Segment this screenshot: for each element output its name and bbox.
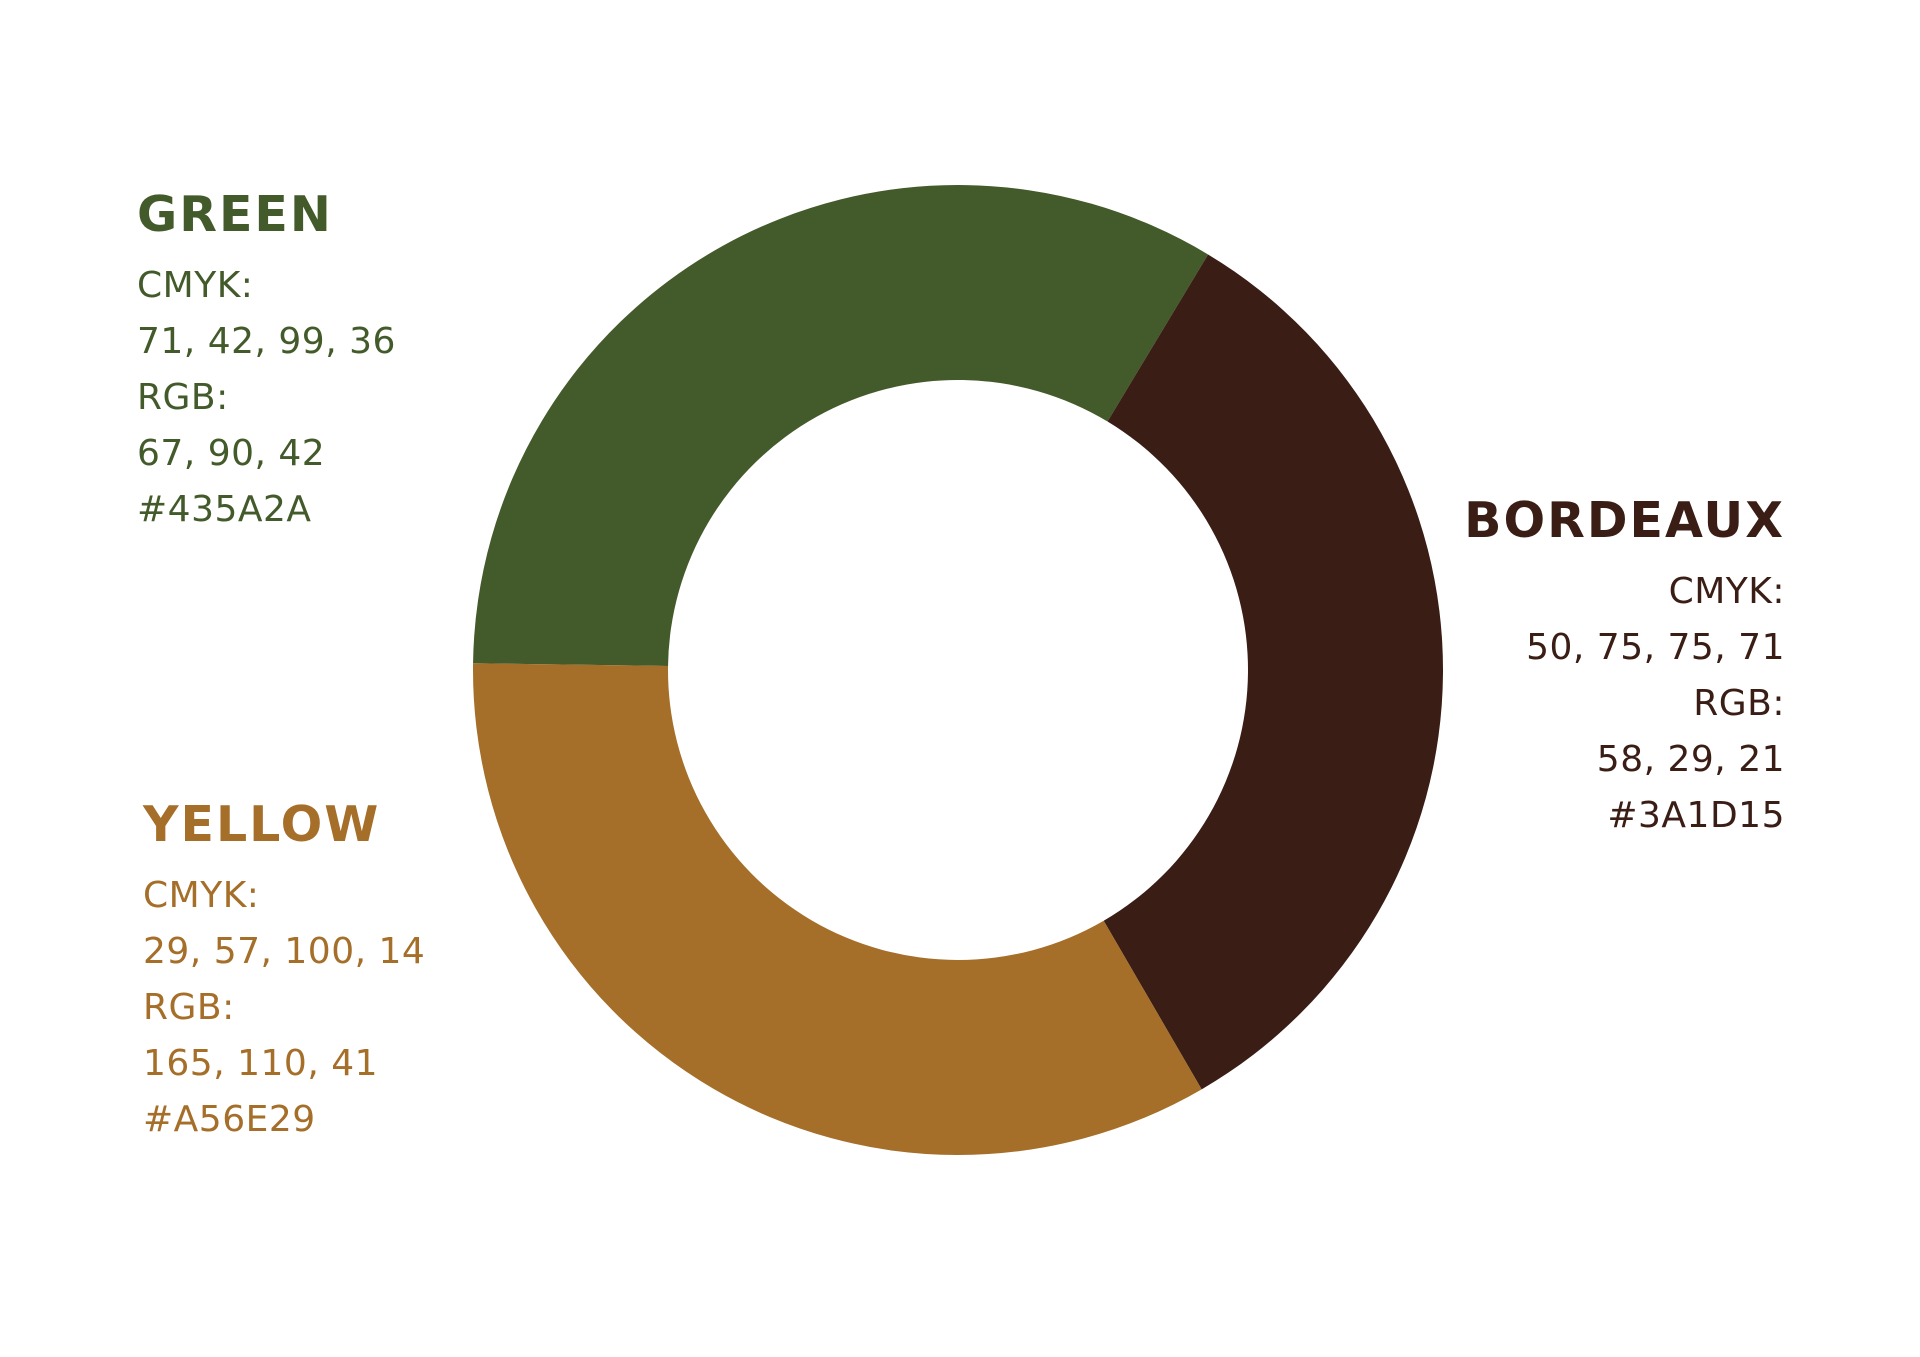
donut-segment-bordeaux xyxy=(1103,254,1443,1090)
cmyk-label: CMYK: xyxy=(143,875,260,916)
swatch-green: GREEN CMYK: 71, 42, 99, 36 RGB: 67, 90, … xyxy=(137,190,396,538)
cmyk-value: 29, 57, 100, 14 xyxy=(143,931,426,972)
rgb-value: 58, 29, 21 xyxy=(1596,739,1785,780)
swatch-name: BORDEAUX xyxy=(1464,492,1785,549)
swatch-name: GREEN xyxy=(137,186,333,243)
swatch-bordeaux: BORDEAUX CMYK: 50, 75, 75, 71 RGB: 58, 2… xyxy=(1464,496,1785,844)
rgb-label: RGB: xyxy=(137,377,229,418)
donut-segment-yellow xyxy=(473,663,1202,1156)
rgb-value: 67, 90, 42 xyxy=(137,433,326,474)
rgb-label: RGB: xyxy=(1693,683,1785,724)
hex-value: #A56E29 xyxy=(143,1099,316,1140)
swatch-yellow: YELLOW CMYK: 29, 57, 100, 14 RGB: 165, 1… xyxy=(143,800,425,1148)
swatch-name: YELLOW xyxy=(143,796,381,853)
rgb-value: 165, 110, 41 xyxy=(143,1043,379,1084)
hex-value: #435A2A xyxy=(137,489,312,530)
rgb-label: RGB: xyxy=(143,987,235,1028)
hex-value: #3A1D15 xyxy=(1607,795,1785,836)
cmyk-value: 50, 75, 75, 71 xyxy=(1526,627,1785,668)
donut-segment-green xyxy=(473,185,1209,666)
cmyk-label: CMYK: xyxy=(1668,571,1785,612)
cmyk-value: 71, 42, 99, 36 xyxy=(137,321,396,362)
cmyk-label: CMYK: xyxy=(137,265,254,306)
